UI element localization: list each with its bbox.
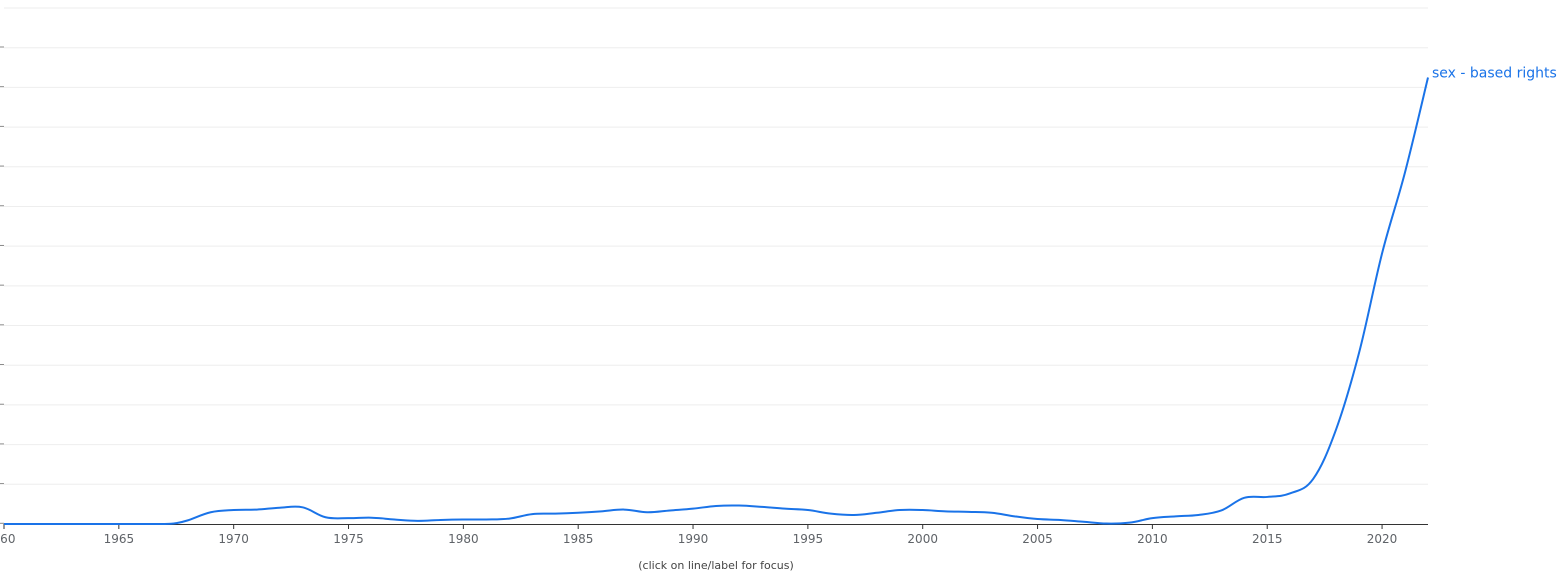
x-tick-label: 1965 (104, 532, 135, 546)
series-layer[interactable]: sex - based rights (4, 66, 1557, 525)
x-tick-label: 2020 (1367, 532, 1398, 546)
focus-hint: (click on line/label for focus) (638, 559, 794, 572)
x-tick-label: 1970 (218, 532, 249, 546)
series-line[interactable] (4, 77, 1429, 525)
x-axis: 960 1965 1970 1975 1980 1985 1990 1995 2000 2005 2… (0, 524, 1428, 546)
x-tick-label: 2000 (907, 532, 938, 546)
x-tick-label: 960 (0, 532, 15, 546)
series-label[interactable]: sex - based rights (1432, 66, 1557, 82)
x-tick-label: 1975 (333, 532, 364, 546)
x-tick-label: 2005 (1022, 532, 1053, 546)
x-tick-label: 1985 (563, 532, 594, 546)
x-tick-label: 1980 (448, 532, 479, 546)
x-tick-label: 2010 (1137, 532, 1168, 546)
gridlines (0, 7, 1428, 524)
x-tick-label: 1990 (678, 532, 709, 546)
x-tick-label: 2015 (1252, 532, 1283, 546)
x-tick-label: 1995 (793, 532, 824, 546)
